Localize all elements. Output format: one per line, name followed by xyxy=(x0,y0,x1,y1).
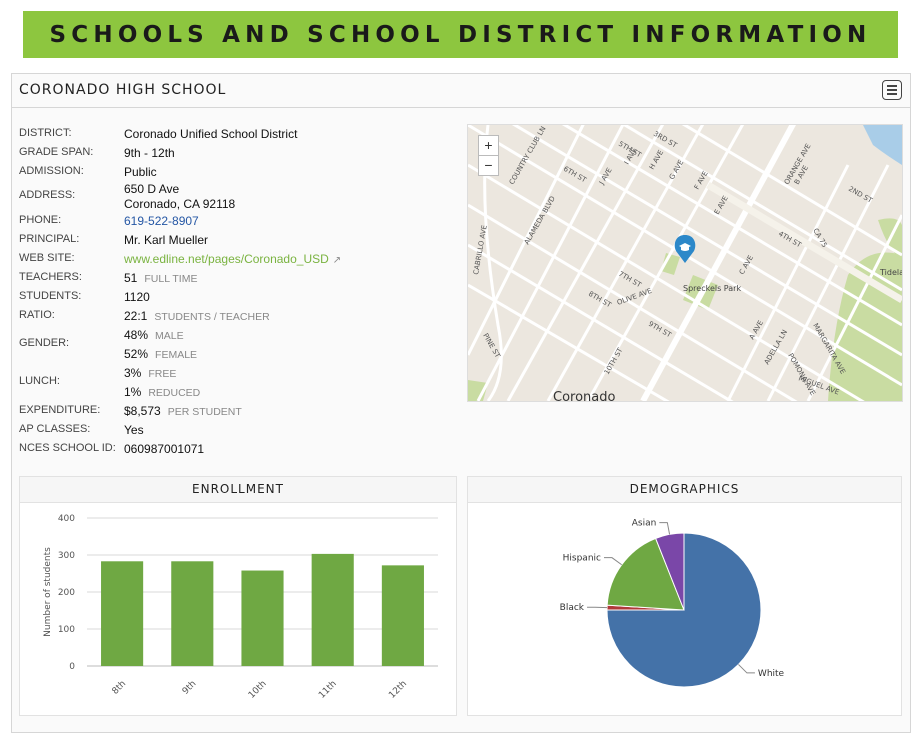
website-label: WEB SITE: xyxy=(19,252,75,264)
district-value: Coronado Unified School District xyxy=(124,127,298,141)
demographics-chart: White Black Hispanic Asian xyxy=(560,519,785,688)
reduced-unit: REDUCED xyxy=(148,387,201,399)
free-unit: FREE xyxy=(148,368,177,380)
gender-label: GENDER: xyxy=(19,337,70,349)
map-park-sw xyxy=(468,380,488,401)
map-roads xyxy=(468,125,902,401)
expenditure-unit: PER STUDENT xyxy=(167,406,242,418)
bar xyxy=(171,561,214,666)
pie-connector xyxy=(738,664,755,674)
school-map[interactable]: 5TH ST 6TH ST 7TH ST 8TH ST 9TH ST 10TH … xyxy=(467,124,903,402)
page-title: SCHOOLS AND SCHOOL DISTRICT INFORMATION xyxy=(49,21,872,48)
teachers-label: TEACHERS: xyxy=(19,271,82,283)
male-unit: MALE xyxy=(155,330,184,342)
expenditure-label: EXPENDITURE: xyxy=(19,404,101,416)
zoom-out-button[interactable]: − xyxy=(478,155,499,176)
address-label: ADDRESS: xyxy=(19,189,76,201)
map-highway xyxy=(706,181,902,304)
female-unit: FEMALE xyxy=(155,349,198,361)
x-tick-label: 10th xyxy=(247,679,269,701)
website-link[interactable]: www.edline.net/pages/Coronado_USD xyxy=(124,252,329,266)
external-link-icon: ↗ xyxy=(332,255,342,266)
address-line2: Coronado, CA 92118 xyxy=(124,197,236,211)
principal-value: Mr. Karl Mueller xyxy=(124,233,209,247)
y-tick-label: 100 xyxy=(58,625,75,635)
students-value: 1120 xyxy=(124,290,150,304)
teachers-value: 51 xyxy=(124,271,138,285)
phone-link[interactable]: 619-522-8907 xyxy=(124,214,199,228)
school-card: CORONADO HIGH SCHOOL DISTRICT: Coronado U… xyxy=(11,73,911,733)
teachers-unit: FULL TIME xyxy=(144,273,198,285)
admission-value: Public xyxy=(124,165,157,179)
ratio-unit: STUDENTS / TEACHER xyxy=(154,311,270,323)
y-tick-label: 300 xyxy=(58,551,75,561)
ratio-value: 22:1 xyxy=(124,309,148,323)
pie-label: Asian xyxy=(632,519,657,529)
x-tick-label: 11th xyxy=(317,679,339,701)
bar xyxy=(311,553,354,666)
reduced-pct: 1% xyxy=(124,385,142,399)
bar xyxy=(241,570,284,666)
phone-label: PHONE: xyxy=(19,214,62,226)
nces-value: 060987001071 xyxy=(124,442,205,456)
ap-label: AP CLASSES: xyxy=(19,423,91,435)
zoom-in-button[interactable]: + xyxy=(478,135,499,156)
bar xyxy=(381,565,424,666)
pie-label: Black xyxy=(560,603,585,613)
enrollment-panel: ENROLLMENT 0 100 200 300 400 Number of studen… xyxy=(19,476,457,716)
grade-label: GRADE SPAN: xyxy=(19,146,94,158)
map-city-label: Coronado xyxy=(553,390,616,401)
y-tick-label: 0 xyxy=(69,662,75,672)
bar xyxy=(101,561,144,666)
enrollment-chart: 0 100 200 300 400 Number of students 8th 9th 10t… xyxy=(43,514,438,701)
map-park-small xyxy=(661,253,680,275)
map-orange-ave xyxy=(640,125,796,401)
menu-icon[interactable] xyxy=(882,80,902,100)
address-line1: 650 D Ave xyxy=(124,182,180,196)
ratio-label: RATIO: xyxy=(19,309,55,321)
x-tick-label: 9th xyxy=(181,679,199,697)
school-name: CORONADO HIGH SCHOOL xyxy=(19,82,227,98)
map-edge-label: Tidela xyxy=(879,268,902,277)
map-canvas[interactable]: 5TH ST 6TH ST 7TH ST 8TH ST 9TH ST 10TH … xyxy=(468,125,902,401)
x-tick-label: 8th xyxy=(111,679,129,697)
lunch-label: LUNCH: xyxy=(19,375,60,387)
grade-value: 9th - 12th xyxy=(124,146,175,160)
y-tick-label: 200 xyxy=(58,588,75,598)
pie-label: White xyxy=(758,669,785,679)
expenditure-value: $8,573 xyxy=(124,404,161,418)
y-axis-label: Number of students xyxy=(43,547,53,637)
admission-label: ADMISSION: xyxy=(19,165,84,177)
pie-slice xyxy=(606,532,762,688)
page-banner: SCHOOLS AND SCHOOL DISTRICT INFORMATION xyxy=(23,11,898,58)
free-pct: 3% xyxy=(124,366,142,380)
y-tick-label: 400 xyxy=(58,514,75,524)
students-label: STUDENTS: xyxy=(19,290,82,302)
card-header: CORONADO HIGH SCHOOL xyxy=(12,74,910,108)
nces-label: NCES SCHOOL ID: xyxy=(19,442,116,454)
map-marker-icon[interactable] xyxy=(674,235,696,263)
pie-connector xyxy=(659,522,671,535)
district-label: DISTRICT: xyxy=(19,127,72,139)
map-water xyxy=(863,125,902,165)
principal-label: PRINCIPAL: xyxy=(19,233,80,245)
male-pct: 48% xyxy=(124,328,149,342)
ap-value: Yes xyxy=(124,423,144,437)
enrollment-title: ENROLLMENT xyxy=(20,477,456,503)
x-tick-label: 12th xyxy=(387,679,409,701)
pie-connector xyxy=(603,557,622,566)
female-pct: 52% xyxy=(124,347,149,361)
demographics-title: DEMOGRAPHICS xyxy=(468,477,901,503)
demographics-panel: DEMOGRAPHICS White Black Hispanic Asian xyxy=(467,476,902,716)
pie-label: Hispanic xyxy=(563,554,601,564)
map-park-label: Spreckels Park xyxy=(683,284,741,293)
